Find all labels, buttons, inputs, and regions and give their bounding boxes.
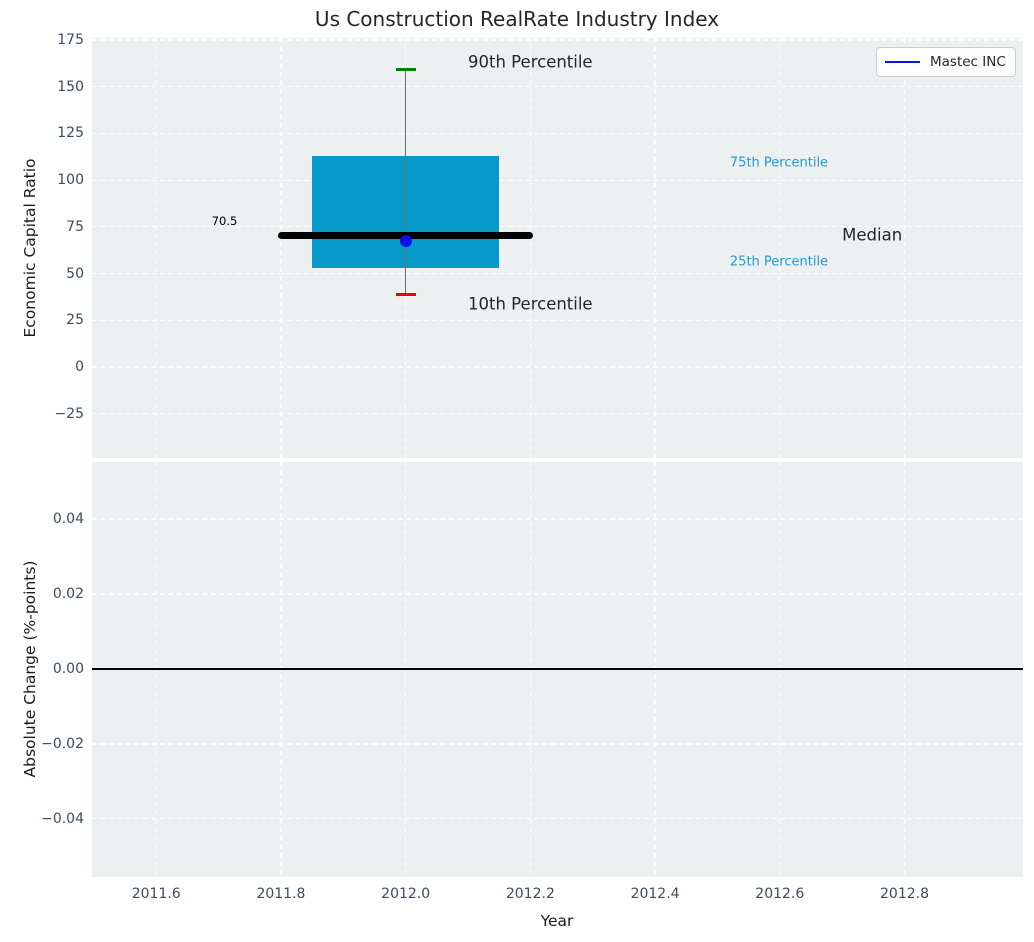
gridline-horizontal [92,272,1023,275]
y-axis-label-bottom: Absolute Change (%-points) [21,560,39,778]
gridline-horizontal [92,319,1023,321]
zero-line [92,668,1023,670]
gridline-horizontal [92,86,1023,88]
whisker-cap-90th [395,67,416,71]
gridline-horizontal [92,39,1023,41]
gridline-horizontal [92,179,1023,181]
gridline-vertical [529,38,531,458]
whisker-line [404,69,407,295]
axes-top-capital-ratio [92,38,1023,458]
annotation-70-5: 70.5 [211,214,238,229]
chart-title: Us Construction RealRate Industry Index [314,7,720,31]
gridline-horizontal [92,593,1023,595]
gridline-vertical [155,38,157,458]
annotation-25th-percentile: 25th Percentile [729,254,829,270]
whisker-cap-10th [395,292,416,296]
y-tick-label: 0 [75,359,84,375]
y-tick-label: 125 [57,125,84,142]
y-tick-label: 0.04 [52,510,84,527]
y-tick-label: 25 [66,312,84,329]
annotation-median: Median [842,225,903,245]
y-tick-label: 0.02 [52,585,84,602]
y-tick-label: −0.02 [41,735,84,752]
gridline-vertical [903,38,906,458]
x-tick-label: 2012.6 [755,886,805,902]
mastec-marker [399,234,412,247]
x-tick-label: 2011.6 [131,886,181,902]
gridline-horizontal [92,818,1023,820]
x-tick-label: 2012.0 [381,886,431,902]
annotation-75th-percentile: 75th Percentile [729,155,829,171]
legend-line-icon [885,60,920,64]
y-tick-label: 50 [66,265,84,282]
x-axis-label: Year [540,912,574,930]
gridline-vertical [779,38,781,458]
y-tick-label: 0.00 [52,660,84,677]
y-tick-label: −25 [54,405,84,422]
x-tick-label: 2012.2 [505,886,555,902]
y-tick-label: 100 [57,172,84,189]
x-tick-label: 2012.8 [880,886,930,902]
x-tick-label: 2011.8 [256,886,306,902]
gridline-horizontal [92,226,1023,228]
legend-label: Mastec INC [930,54,1006,70]
gridline-horizontal [92,132,1023,135]
gridline-vertical [280,38,282,458]
y-tick-label: 175 [57,32,84,49]
gridline-vertical [654,38,656,458]
gridline-horizontal [92,366,1023,368]
annotation-10th-percentile: 10th Percentile [468,294,593,314]
gridline-horizontal [92,413,1023,415]
gridline-horizontal [92,743,1023,745]
legend: Mastec INC [876,47,1016,77]
annotation-90th-percentile: 90th Percentile [468,52,593,72]
gridline-horizontal [92,518,1023,520]
y-tick-label: 75 [66,218,84,235]
y-tick-label: −0.04 [41,810,84,827]
y-axis-label-top: Economic Capital Ratio [21,158,39,338]
y-tick-label: 150 [57,78,84,95]
x-tick-label: 2012.4 [630,886,680,902]
